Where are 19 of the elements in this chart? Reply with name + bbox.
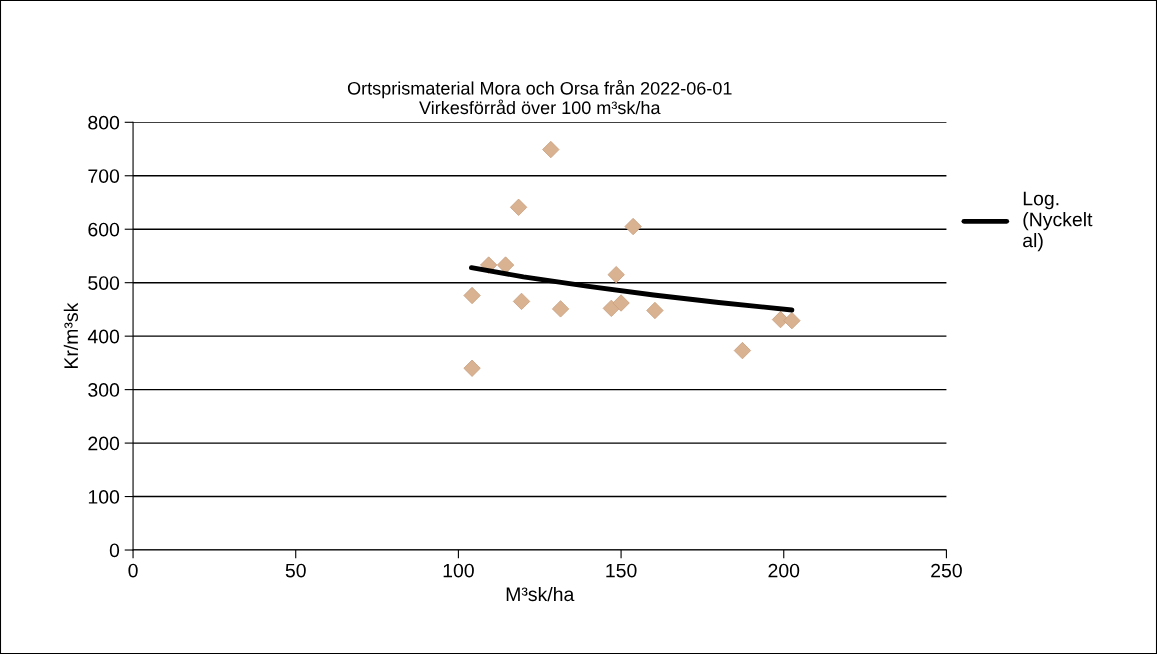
y-tick-label: 500 (88, 276, 120, 290)
y-tick-label: 600 (88, 222, 120, 237)
chart-title: Ortsprismaterial Mora och Orsa från 2022-06-01 Virkesförråd över 100 m³sk/ha (347, 79, 732, 115)
y-axis-title: Kr/m³sk (63, 302, 79, 369)
x-tick-label: 200 (768, 563, 800, 578)
x-tick-label: 150 (606, 563, 637, 578)
x-tick-label: 0 (128, 563, 138, 578)
x-tick-label: 250 (931, 563, 962, 578)
y-tick-label: 700 (88, 169, 120, 183)
y-tick-label: 300 (88, 383, 120, 397)
y-tick-label: 800 (88, 115, 120, 130)
x-tick-label: 50 (285, 563, 306, 578)
legend-label: Log. (Nyckelt al) (1023, 191, 1093, 252)
x-axis-title: M³sk/ha (506, 586, 575, 602)
y-tick-label: 0 (109, 543, 120, 558)
y-tick-label: 200 (88, 436, 120, 451)
x-tick-label: 100 (443, 563, 474, 578)
y-tick-label: 100 (88, 490, 120, 504)
y-tick-label: 400 (87, 329, 120, 344)
